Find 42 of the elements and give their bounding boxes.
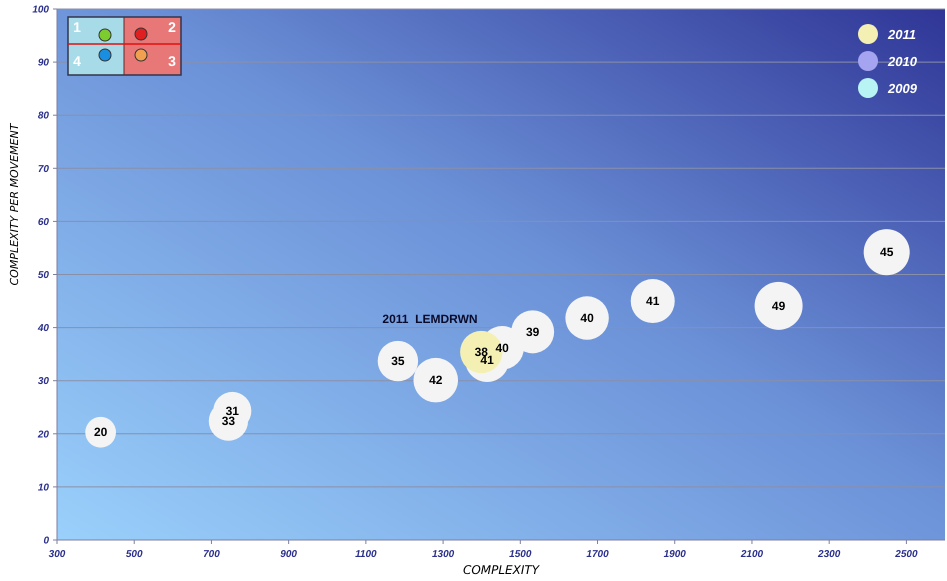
annotation: 41 [646, 294, 660, 308]
annotation: 40 [580, 311, 594, 326]
y-tick-label: 10 [38, 482, 50, 494]
y-tick-label: 20 [36, 429, 50, 440]
annotation: 35 [391, 354, 405, 368]
y-tick-label: 50 [38, 270, 50, 281]
legend-label: 2010 [887, 54, 918, 69]
annotation: 20 [94, 425, 108, 440]
annotation: 2 [168, 19, 176, 35]
x-axis-title: COMPLEXITY [462, 563, 541, 577]
legend-label: 2011 [887, 27, 916, 42]
y-axis-title: COMPLEXITY PER MOVEMENT [8, 122, 21, 286]
annotation: 4 [73, 53, 82, 69]
x-tick-label: 1300 [432, 549, 455, 560]
x-tick-label: 300 [48, 549, 66, 560]
x-tick-label: 500 [126, 549, 143, 560]
annotation: 45 [880, 245, 894, 260]
x-tick-label: 1500 [509, 549, 532, 560]
x-tick-label: 1700 [586, 549, 610, 560]
y-tick-label: 90 [38, 58, 50, 69]
y-tick-label: 0 [43, 536, 50, 546]
annotation: 1 [73, 19, 82, 35]
x-tick-label: 2300 [817, 549, 841, 560]
x-tick-label: 1100 [355, 549, 378, 560]
y-tick-label: 70 [38, 164, 50, 175]
annotation: 49 [772, 298, 786, 313]
legend-label: 2009 [887, 81, 918, 96]
x-tick-label: 900 [280, 549, 298, 560]
y-tick-label: 60 [38, 216, 50, 228]
x-tick-label: 2500 [894, 549, 918, 560]
annotation: 42 [429, 373, 443, 388]
x-tick-label: 700 [203, 549, 220, 560]
annotation: 40 [495, 340, 510, 355]
x-tick-label: 1900 [664, 549, 686, 560]
y-tick-label: 30 [38, 376, 50, 388]
y-tick-label: 100 [32, 4, 50, 16]
x-tick-label: 2100 [740, 549, 764, 560]
annotation: 3 [168, 53, 176, 69]
y-tick-label: 80 [38, 110, 50, 122]
annotation: 39 [526, 324, 540, 339]
y-tick-label: 40 [36, 323, 50, 334]
annotation: 2011 LEMDRWN [382, 312, 478, 326]
